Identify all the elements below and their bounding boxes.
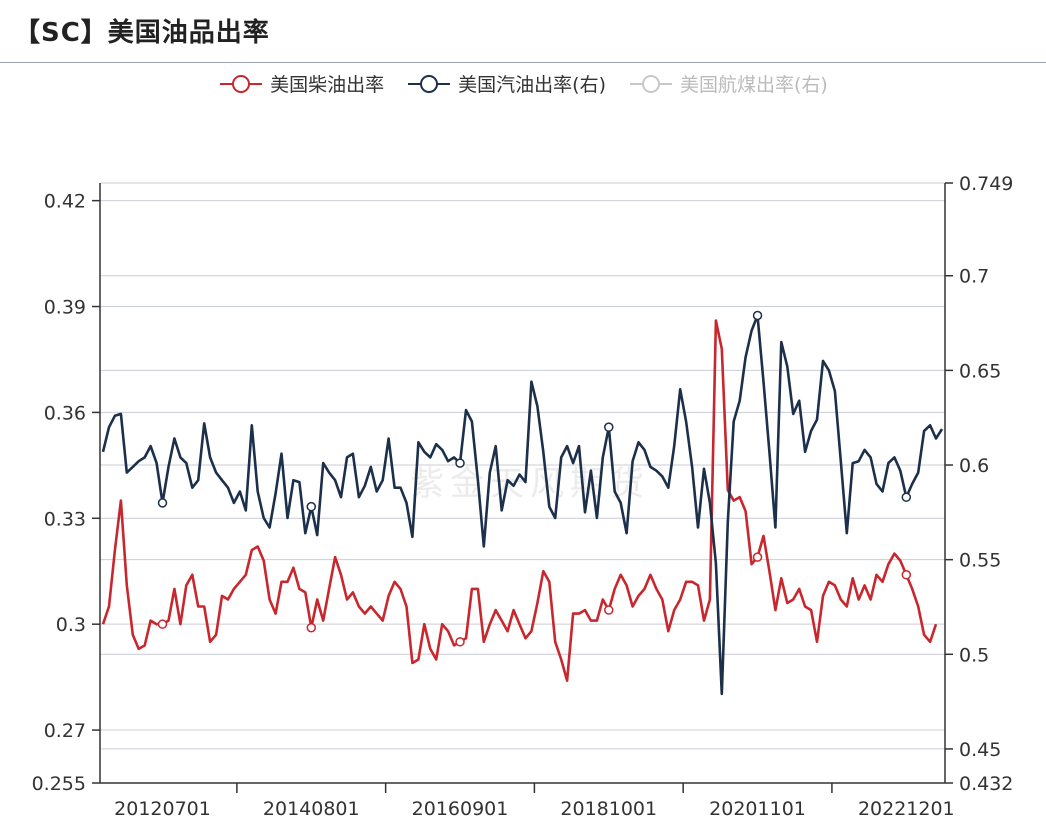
data-point-marker (604, 422, 614, 432)
left-axis-tick-label: 0.27 (44, 720, 86, 742)
data-point-marker (157, 498, 168, 508)
right-axis-tick-label: 0.55 (959, 550, 1001, 572)
x-axis-tick-label: 20140801 (263, 798, 360, 820)
series-line (101, 314, 944, 696)
data-point-marker (306, 622, 317, 633)
legend-item-gasoline[interactable]: 美国汽油出率(右) (406, 70, 606, 97)
left-axis-tick-label: 0.42 (44, 191, 86, 213)
series-gasoline (101, 310, 944, 696)
x-axis-tick-label: 20221201 (858, 798, 955, 820)
title-divider (0, 62, 1046, 63)
legend-line-circle-icon (630, 74, 672, 93)
data-point-marker (752, 310, 763, 321)
left-axis-tick-label: 0.39 (44, 297, 86, 319)
x-axis-tick-label: 20201101 (709, 798, 806, 820)
right-axis-tick-label: 0.6 (959, 455, 989, 477)
series-diesel (101, 319, 938, 682)
right-axis-tick-label: 0.65 (959, 360, 1001, 382)
legend-line-circle-icon (408, 74, 451, 93)
left-axis-tick-label: 0.3 (56, 614, 86, 636)
data-point-marker (157, 619, 168, 629)
data-point-marker (604, 605, 614, 615)
series-line (101, 319, 938, 682)
right-axis-tick-label: 0.7 (959, 266, 989, 288)
left-axis-tick-label: 0.36 (44, 402, 86, 424)
data-point-marker (455, 637, 465, 647)
legend-label: 美国柴油出率 (270, 74, 385, 96)
legend-label: 美国汽油出率(右) (458, 74, 606, 96)
legend-line-circle-icon (220, 74, 263, 93)
right-axis-tick-label: 0.749 (959, 173, 1013, 195)
legend-item-diesel[interactable]: 美国柴油出率 (218, 70, 384, 97)
legend-item-jetfuel[interactable]: 美国航煤出率(右) (628, 70, 828, 97)
legend-label: 美国航煤出率(右) (680, 74, 828, 96)
right-axis-tick-label: 0.45 (959, 739, 1001, 761)
left-axis-tick-label: 0.33 (44, 508, 86, 530)
x-axis-tick-label: 20120701 (114, 798, 211, 820)
left-axis-tick-label: 0.255 (32, 773, 86, 795)
data-point-marker (455, 458, 465, 468)
right-axis-tick-label: 0.432 (959, 773, 1013, 795)
chart-title: 【SC】美国油品出率 (14, 18, 270, 48)
right-axis-tick-label: 0.5 (959, 644, 989, 666)
data-point-marker (752, 552, 763, 562)
legend: 美国柴油出率 美国汽油出率(右) 美国航煤出率(右) (0, 70, 1046, 97)
x-axis-tick-label: 20181001 (560, 798, 657, 820)
data-point-marker (306, 501, 317, 512)
x-axis-tick-label: 20160901 (412, 798, 509, 820)
data-point-marker (901, 492, 912, 502)
data-point-marker (901, 570, 912, 580)
